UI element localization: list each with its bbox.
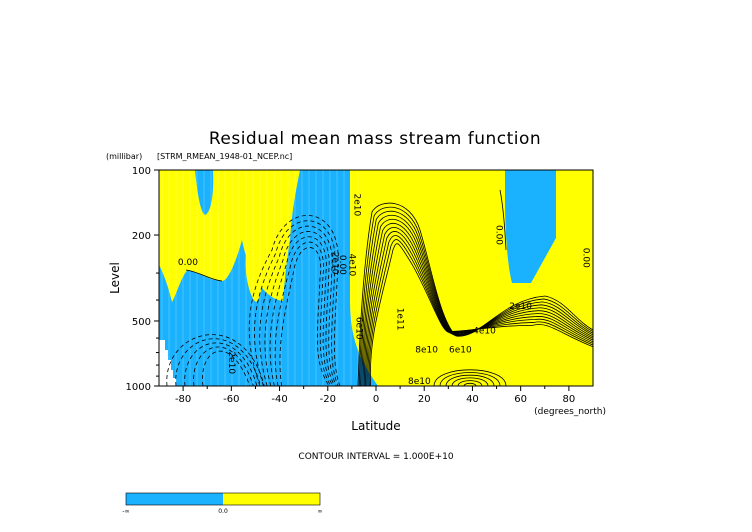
contour-line <box>366 231 593 386</box>
contour-line <box>439 372 501 386</box>
colorbar-label: ∞ <box>318 508 323 515</box>
contour-line <box>451 377 489 386</box>
contour-line <box>357 202 593 386</box>
contour-line <box>433 369 507 386</box>
contour-line-negative <box>166 334 265 386</box>
contour-line <box>369 243 593 386</box>
contour-label: 8e10 <box>415 346 438 356</box>
contour-line-negative <box>269 236 334 386</box>
contour-label: 4e10 <box>346 254 356 277</box>
y-tick-label: 1000 <box>126 382 151 393</box>
contour-line <box>365 227 593 386</box>
contour-line <box>457 380 483 386</box>
contour-line-negative <box>184 342 258 386</box>
y-axis-label: Level <box>108 262 122 294</box>
contour-label: 2e10 <box>351 193 361 216</box>
colorbar-label: 0.0 <box>218 508 228 515</box>
x-units-label: (degrees_north) <box>534 407 606 417</box>
contour-line-negative <box>248 215 341 386</box>
x-tick-label: 0 <box>373 394 379 405</box>
contour-line <box>445 374 495 386</box>
colorbar-label: -∞ <box>122 508 129 515</box>
y-tick-label: 500 <box>132 317 151 328</box>
contour-line <box>463 382 477 386</box>
contour-line-negative <box>264 231 335 386</box>
contour-label: 2e10 <box>226 351 236 374</box>
positive-region <box>380 170 593 386</box>
axes: -80 -60 -40 -20 0 20 40 60 80 100 200 500 1000 <box>126 166 576 405</box>
colorbar-positive <box>223 493 320 505</box>
contour-label: 0.00 <box>494 225 504 245</box>
x-tick-label: -40 <box>271 394 287 405</box>
source-file-label: [STRM_RMEAN_1948-01_NCEP.nc] <box>157 152 292 161</box>
contour-line-negative <box>193 346 254 386</box>
contour-line-negative <box>175 338 261 386</box>
missing-data-region <box>159 340 176 386</box>
y-tick-label: 200 <box>132 231 151 242</box>
contour-label: 2e10 <box>330 252 340 275</box>
contour-line <box>358 206 593 386</box>
x-tick-label: 40 <box>466 394 479 405</box>
contour-line <box>362 218 593 386</box>
contour-label: 8e10 <box>408 377 431 387</box>
contour-line <box>363 222 593 386</box>
zero-contour <box>185 269 223 282</box>
colorbar-negative <box>126 493 223 505</box>
contour-label: 6e10 <box>354 317 364 340</box>
contour-line-negative <box>254 220 339 386</box>
contour-label: 0.00 <box>580 248 590 268</box>
contour-line <box>368 239 593 386</box>
x-tick-label: -80 <box>175 394 191 405</box>
x-tick-label: 20 <box>418 394 431 405</box>
contour-label: 1e11 <box>395 308 405 331</box>
positive-region <box>159 170 300 302</box>
y-tick-label: 100 <box>132 166 151 177</box>
x-axis-label: Latitude <box>351 419 400 433</box>
contour-label: 6e10 <box>449 346 472 356</box>
contour-line-negative <box>279 247 330 386</box>
contour-line <box>361 214 593 386</box>
positive-region <box>245 246 263 302</box>
contour-interval-label: CONTOUR INTERVAL = 1.000E+10 <box>298 452 453 462</box>
x-tick-label: -20 <box>320 394 336 405</box>
contour-lines <box>166 189 593 386</box>
zero-contour <box>499 189 507 251</box>
contour-label: 0.00 <box>337 255 347 275</box>
contour-label: 2e10 <box>509 302 532 312</box>
contour-line-negative <box>259 225 337 386</box>
contour-line <box>360 210 593 386</box>
x-tick-label: 80 <box>563 394 576 405</box>
colorbar: -∞ 0.0 ∞ <box>122 492 323 515</box>
chart-title: Residual mean mass stream function <box>209 129 541 149</box>
contour-line-negative <box>274 241 332 386</box>
x-tick-label: 60 <box>514 394 527 405</box>
contour-fill <box>159 170 593 386</box>
contour-line <box>367 235 593 386</box>
contour-label: 0.00 <box>178 258 198 268</box>
contour-label: 4e10 <box>473 326 496 336</box>
x-tick-label: -60 <box>223 394 239 405</box>
y-units-label: (millibar) <box>106 152 142 161</box>
colorbar-frame <box>125 492 321 506</box>
